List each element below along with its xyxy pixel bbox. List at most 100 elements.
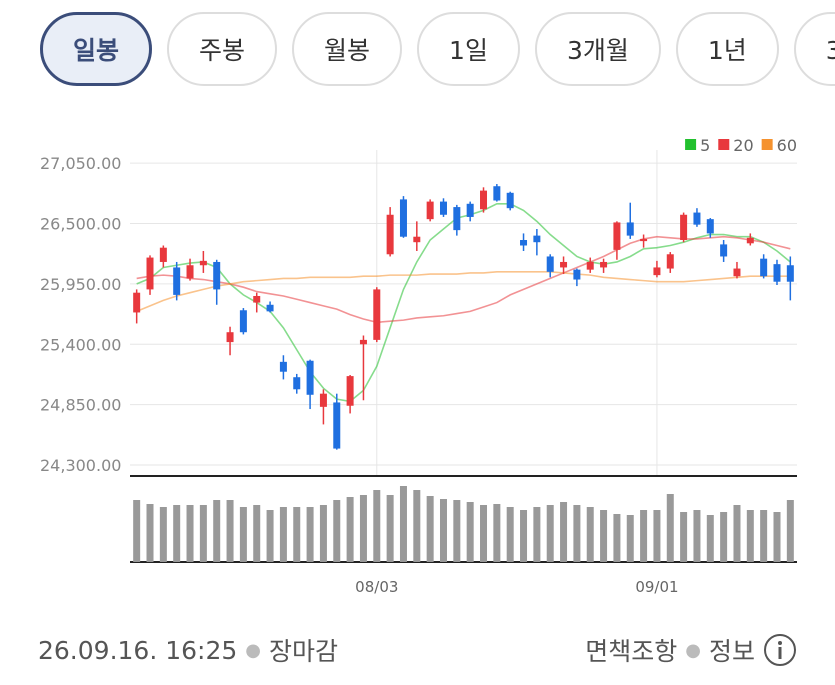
candle-body [493, 186, 501, 201]
volume-bar [293, 507, 301, 562]
candle-body [266, 304, 274, 312]
market-status: 장마감 [269, 637, 339, 666]
volume-bar [533, 507, 541, 562]
volume-bar [760, 510, 768, 562]
candle-body [333, 402, 341, 449]
period-tab[interactable]: 주봉 [167, 12, 278, 86]
volume-bar [239, 507, 247, 562]
volume-bar [746, 510, 754, 562]
volume-bar [279, 507, 287, 562]
volume-bar [146, 504, 154, 562]
candle-body [613, 222, 621, 250]
candle-body [453, 207, 461, 231]
volume-bar [626, 515, 634, 562]
candle-body [373, 289, 381, 340]
candle-body [279, 361, 287, 372]
period-tab[interactable]: 1년 [675, 12, 779, 86]
volume-bar [640, 510, 648, 562]
volume-bar [439, 499, 447, 562]
volume-bar [733, 505, 741, 562]
legend-swatch [761, 139, 773, 150]
legend-swatch [685, 139, 697, 150]
candle-body [253, 295, 261, 303]
volume-bar [319, 505, 327, 562]
volume-bar [560, 502, 568, 562]
candle-body [346, 376, 354, 406]
volume-bar [213, 500, 221, 562]
legend-label: 20 [733, 136, 753, 155]
volume-bar [546, 505, 554, 562]
volume-bar [306, 507, 314, 562]
candle-body [426, 201, 434, 220]
info[interactable]: 정보 [708, 637, 755, 666]
candle-body [773, 264, 781, 282]
info-icon[interactable] [763, 633, 797, 667]
moving-average [136, 271, 791, 313]
candle-body [173, 267, 181, 295]
volume-bar [159, 507, 167, 562]
volume-bar [199, 505, 207, 562]
moving-average [136, 235, 791, 324]
candle-body [413, 236, 421, 243]
y-tick-label: 25,950.00 [40, 275, 121, 294]
period-tab[interactable]: 1일 [417, 12, 520, 86]
volume-bar [493, 504, 501, 562]
volume-bar [586, 507, 594, 562]
candle-body [306, 360, 314, 395]
y-tick-label: 27,050.00 [40, 154, 121, 173]
candle-body [319, 393, 327, 407]
candle-body [533, 235, 541, 243]
candle-body [159, 247, 167, 262]
timestamp: 26.09.16. 16:25 [38, 635, 238, 665]
candle-body [133, 292, 141, 313]
legend-label: 60 [777, 136, 797, 155]
candle-body [760, 258, 768, 277]
candle-body [586, 261, 594, 270]
candle-body [480, 190, 488, 210]
candle-body [653, 267, 661, 276]
volume-bar [386, 495, 394, 562]
candle-body [626, 222, 634, 236]
period-tab[interactable]: 3개월 [534, 12, 661, 86]
separator: ● [245, 639, 261, 661]
period-tab[interactable]: 월봉 [292, 12, 403, 86]
candle-body [293, 377, 301, 390]
period-tab[interactable]: 일봉 [40, 12, 153, 86]
x-tick-label: 09/01 [635, 578, 678, 596]
candle-body [733, 268, 741, 277]
volume-bar [346, 497, 354, 562]
volume-bar [773, 512, 781, 562]
volume-bar [653, 510, 661, 562]
candle-body [640, 238, 648, 242]
volume-bar [173, 505, 181, 562]
volume-bar [466, 502, 474, 562]
candle-body [693, 212, 701, 225]
candle-body [600, 261, 608, 268]
volume-bar [333, 500, 341, 562]
footer: 26.09.16. 16:25 ● 장마감 면책조항 ● 정보 [38, 632, 797, 668]
candle-body [746, 237, 754, 244]
volume-bar [413, 490, 421, 562]
candle-body [786, 265, 794, 282]
candle-body [199, 260, 207, 266]
legend-label: 5 [700, 136, 710, 155]
volume-bar [506, 507, 514, 562]
candle-body [560, 261, 568, 268]
volume-bar [480, 505, 488, 562]
y-tick-label: 24,850.00 [40, 396, 121, 415]
candle-body [680, 214, 688, 241]
volume-bar [226, 500, 234, 562]
legend-swatch [718, 139, 730, 150]
x-tick-label: 08/03 [355, 578, 398, 596]
candle-body [386, 214, 394, 255]
volume-bar [613, 514, 621, 562]
disclaimer[interactable]: 면책조항 [585, 637, 678, 666]
candle-body [359, 339, 367, 345]
candle-body [439, 201, 447, 215]
y-tick-label: 26,500.00 [40, 215, 121, 234]
volume-bar [373, 490, 381, 562]
y-tick-label: 24,300.00 [40, 456, 121, 475]
volume-bar [266, 510, 274, 562]
volume-bar [786, 500, 794, 562]
